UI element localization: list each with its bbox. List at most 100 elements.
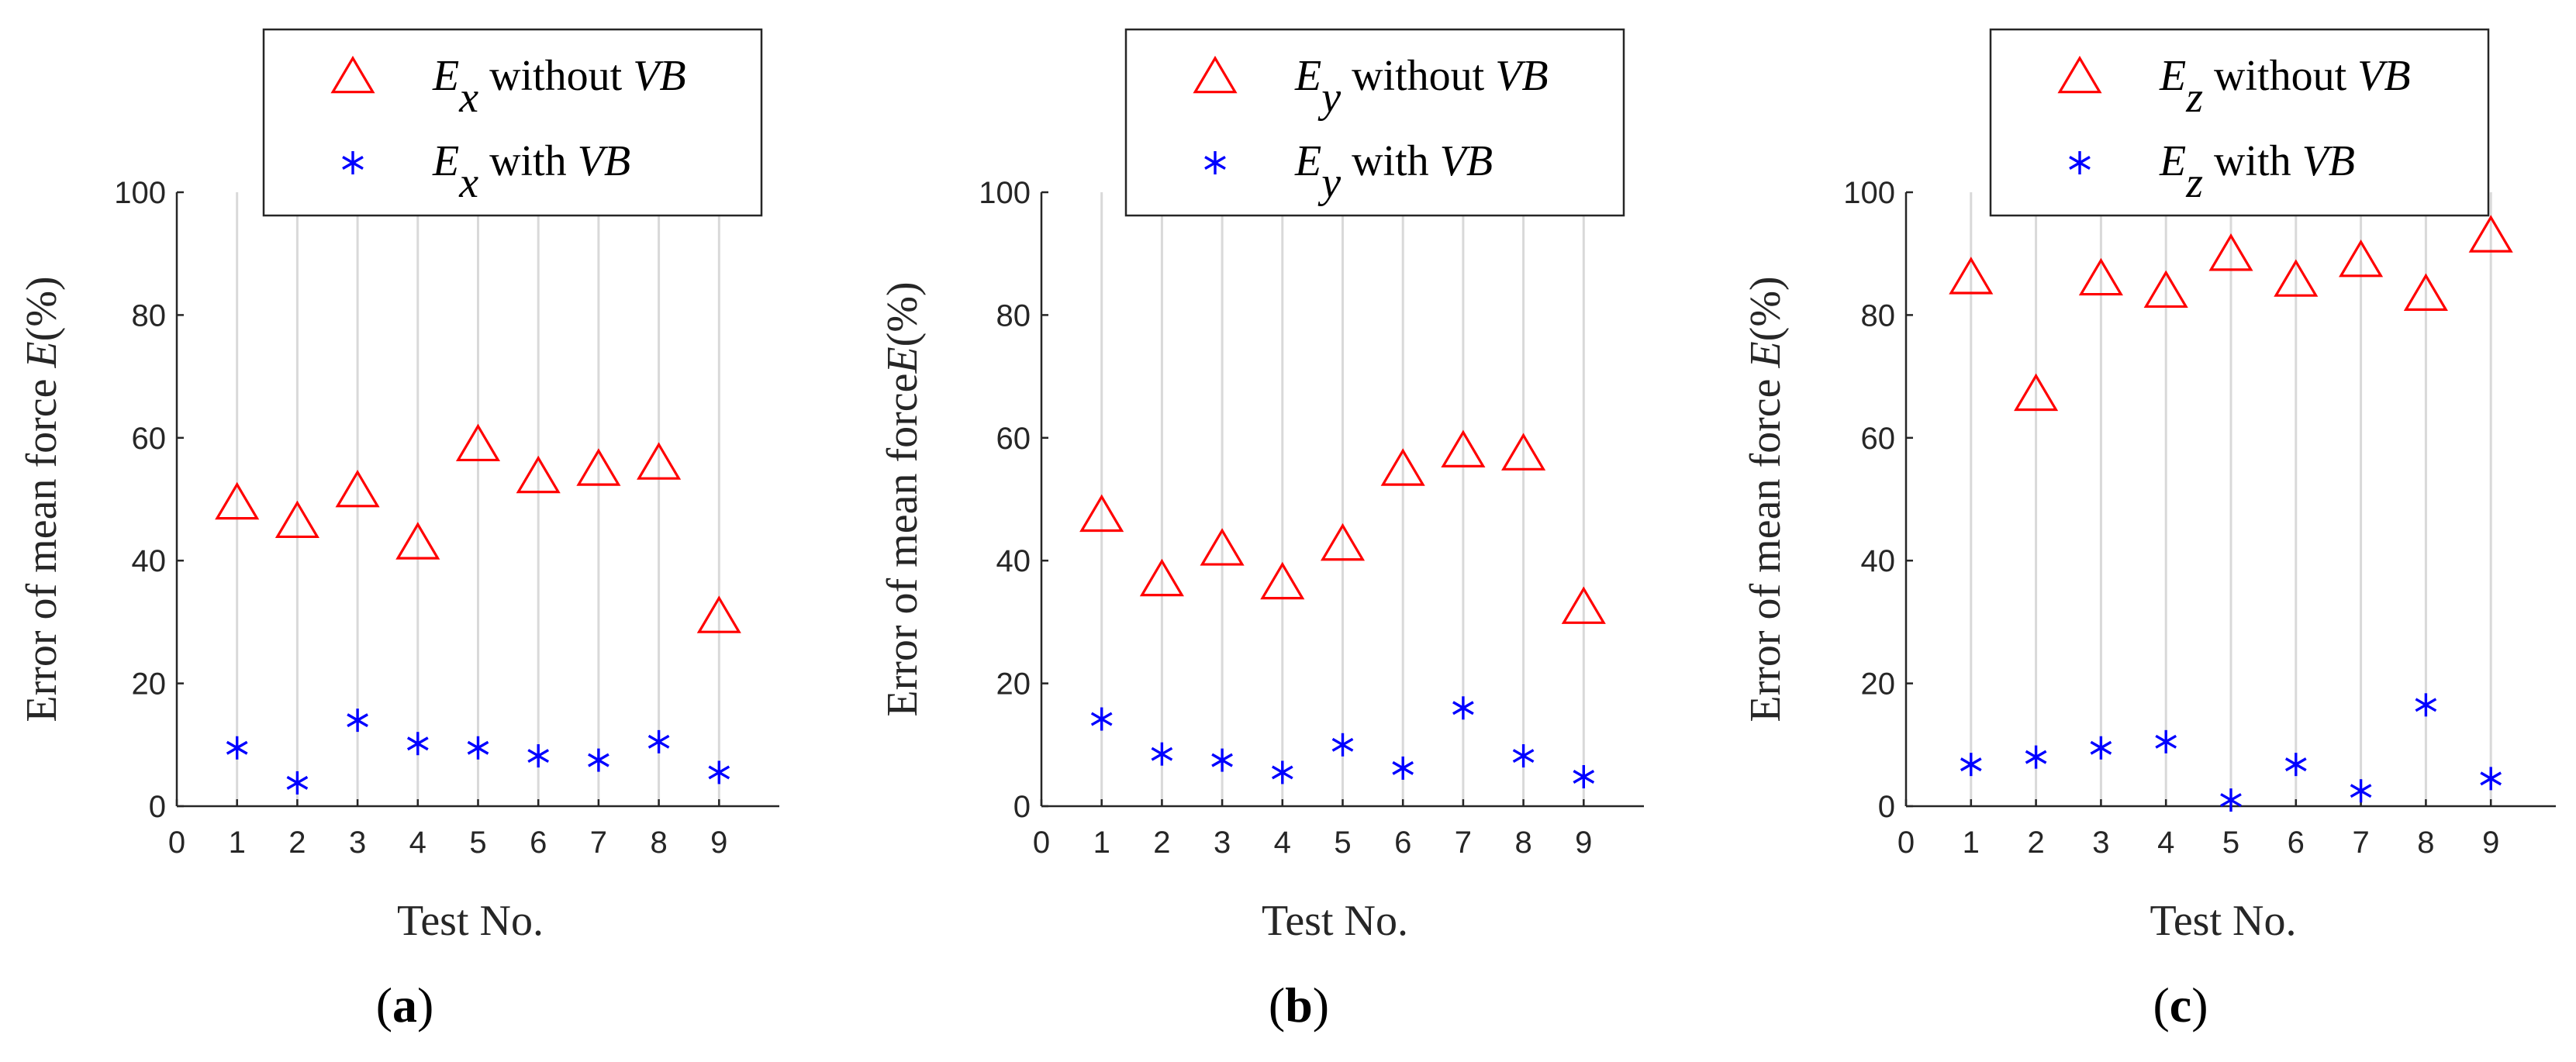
triangle-point-3: [335, 469, 380, 508]
y-tick-label-60: 60: [132, 422, 167, 456]
legend-subscript: z: [2185, 159, 2203, 207]
asterisk-point-8-d2: [647, 734, 670, 749]
y-tick-label-80: 80: [132, 298, 167, 333]
y-tick-label-40: 40: [996, 544, 1031, 578]
x-tick-label-5: 5: [2222, 826, 2239, 860]
legend-tail: VB: [1440, 137, 1493, 185]
legend-tail: VB: [2357, 52, 2410, 100]
asterisk-point-4-d2: [2155, 734, 2177, 749]
legend-triangle-icon: [2057, 55, 2102, 94]
legend-mid: with: [478, 137, 578, 185]
asterisk-point-8-d2: [1512, 749, 1535, 764]
triangle-point-7: [576, 448, 621, 486]
asterisk-point-9: [1573, 764, 1595, 788]
legend-mid: without: [2203, 52, 2357, 100]
legend-mid: without: [478, 52, 633, 100]
x-tick-label-3: 3: [349, 826, 366, 860]
panel-label-letter: c: [2170, 978, 2191, 1033]
asterisk-point-7: [2350, 779, 2372, 803]
x-tick-label-4: 4: [2157, 826, 2174, 860]
triangle-point-7: [2339, 239, 2384, 278]
y-axis-label-suffix: (%): [1742, 276, 1790, 341]
legend-tail: VB: [1495, 52, 1548, 100]
legend-entry-1: Ex without VB: [432, 52, 686, 122]
y-tick-label-20: 20: [1861, 667, 1896, 702]
legend-asterisk-icon: [1204, 151, 1226, 174]
x-tick-label-6: 6: [2288, 826, 2305, 860]
y-tick-label-40: 40: [132, 544, 167, 578]
y-axis-label: Error of mean force E(%): [18, 276, 66, 722]
asterisk-point-1: [1090, 707, 1113, 731]
triangle-point-2: [1139, 558, 1184, 597]
x-tick-label-4: 4: [1274, 826, 1291, 860]
legend-var: E: [432, 137, 459, 185]
triangle-point-6: [516, 455, 561, 494]
legend-subscript: y: [1317, 74, 1341, 122]
legend-var: E: [1294, 137, 1321, 185]
legend-asterisk-icon-d2: [2069, 156, 2091, 170]
triangle-point-8: [1501, 433, 1546, 471]
asterisk-point-5-d2: [467, 740, 489, 755]
triangle-point-7: [1441, 429, 1486, 467]
legend-subscript: y: [1317, 159, 1341, 207]
triangle-point-4: [395, 522, 440, 560]
y-axis-label: Error of mean force E(%): [1742, 276, 1790, 722]
legend-subscript: x: [458, 159, 478, 207]
triangle-point-9: [1561, 586, 1606, 624]
legend-triangle-icon: [330, 55, 375, 94]
legend-var: E: [432, 52, 459, 100]
triangle-point-4: [2143, 270, 2188, 309]
y-axis-label-suffix: (%): [18, 276, 66, 341]
x-tick-label-7: 7: [590, 826, 607, 860]
legend-entry-2: Ex with VB: [432, 137, 630, 207]
asterisk-point-8: [2415, 693, 2437, 717]
asterisk-point-4: [406, 732, 429, 756]
asterisk-point-9: [708, 760, 730, 784]
asterisk-point-7: [588, 748, 609, 772]
panel-label: (c): [2153, 978, 2208, 1033]
asterisk-point-9-d2: [1573, 770, 1595, 784]
y-axis-label-prefix: Error of mean force: [18, 368, 66, 722]
triangle-point-4: [1260, 561, 1305, 600]
x-tick-label-1: 1: [1093, 826, 1110, 860]
panel-label-open: (: [1269, 978, 1285, 1033]
y-tick-label-80: 80: [996, 298, 1031, 333]
panel-label: (b): [1269, 978, 1329, 1033]
x-tick-label-6: 6: [1394, 826, 1411, 860]
panel-label-close: ): [1313, 978, 1329, 1033]
triangle-point-3: [1200, 528, 1245, 566]
triangle-point-9: [696, 595, 741, 633]
legend-tail: VB: [633, 52, 685, 100]
x-tick-label-3: 3: [2092, 826, 2109, 860]
y-axis-label-prefix: Error of mean force: [1742, 368, 1790, 722]
legend-mid: without: [1341, 52, 1495, 100]
panel-label-close: ): [2191, 978, 2208, 1033]
x-tick-label-7: 7: [1455, 826, 1472, 860]
series-1: [215, 423, 741, 633]
asterisk-point-6-d2: [1392, 760, 1414, 775]
y-tick-label-60: 60: [996, 422, 1031, 456]
legend-asterisk-icon-d2: [342, 156, 364, 170]
asterisk-point-3: [1211, 748, 1233, 772]
asterisk-point-3-d2: [1211, 753, 1233, 767]
asterisk-point-2-d2: [286, 775, 309, 790]
panel-label-open: (: [2153, 978, 2169, 1033]
y-tick-label-60: 60: [1861, 422, 1896, 456]
asterisk-point-3-d2: [2090, 740, 2112, 755]
triangle-point-5: [2208, 233, 2253, 271]
legend-entry-2: Ez with VB: [2159, 137, 2355, 207]
asterisk-point-8: [1512, 744, 1535, 768]
x-tick-label-8: 8: [2417, 826, 2434, 860]
x-tick-label-1: 1: [1963, 826, 1980, 860]
y-tick-label-20: 20: [996, 667, 1031, 702]
panel-label: (a): [376, 978, 434, 1033]
y-tick-label-40: 40: [1861, 544, 1896, 578]
asterisk-point-6-d2: [2284, 757, 2307, 772]
triangle-point-3: [2078, 257, 2123, 296]
legend-tail: VB: [2302, 137, 2355, 185]
x-tick-label-2: 2: [1153, 826, 1170, 860]
x-tick-label-4: 4: [409, 826, 426, 860]
legend-box: [262, 28, 763, 217]
